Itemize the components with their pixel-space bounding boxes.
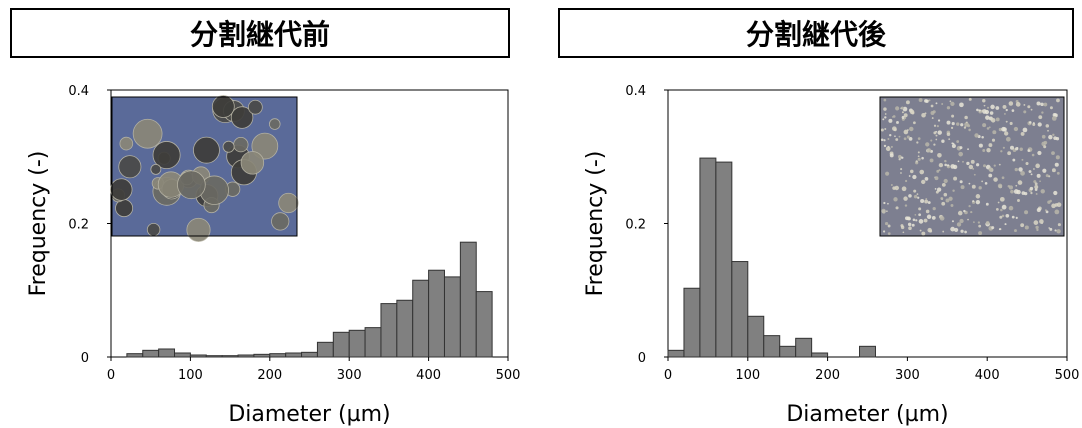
histogram-bar: [443, 276, 461, 358]
panel-after: 分割継代後 0 100 200 300 400 500 0 0.2 0.4 Diameter (µ…: [558, 0, 1080, 428]
histogram-bar: [221, 355, 239, 358]
histogram-bar: [301, 351, 318, 358]
histogram-bar: [396, 299, 414, 358]
histogram-before: 0 100 200 300 400 500 0 0.2 0.4 Diameter (µm) Freq…: [26, 84, 521, 427]
histogram-bar: [859, 345, 876, 358]
histogram-bar: [348, 329, 366, 358]
x-axis-label: Diameter (µm): [786, 402, 948, 427]
histogram-bar: [205, 355, 223, 358]
histogram-bar: [412, 279, 430, 358]
histogram-bar: [158, 348, 176, 358]
histogram-bar: [731, 261, 749, 358]
inset-micrograph: [110, 95, 299, 242]
panel-before: 分割継代前 0 100 200 300 400 500 0 0.2 0.4 Diameter (µ…: [0, 0, 520, 428]
x-tick-label: 500: [496, 368, 521, 383]
histogram-bar: [332, 331, 350, 358]
histogram-bar: [811, 352, 829, 358]
histogram-bar: [364, 327, 382, 358]
x-tick-label: 200: [257, 368, 282, 383]
x-tick-label: 0: [664, 368, 672, 383]
panel-title-after: 分割継代後: [558, 8, 1074, 58]
x-tick-label: 500: [1055, 368, 1080, 383]
histogram-bar: [253, 353, 271, 358]
panel-title-before: 分割継代前: [10, 8, 510, 58]
x-axis-label: Diameter (µm): [228, 402, 390, 427]
histogram-bar: [763, 335, 781, 358]
histogram-bar: [475, 291, 493, 358]
y-tick-label: 0.4: [68, 84, 89, 99]
histogram-bar: [237, 354, 255, 358]
y-tick-label: 0: [638, 351, 646, 366]
y-axis-label: Frequency (-): [26, 151, 51, 297]
x-tick-label: 100: [735, 368, 760, 383]
histogram-bar: [747, 315, 765, 358]
x-tick-label: 100: [178, 368, 203, 383]
histogram-bar: [126, 353, 144, 358]
x-tick-label: 300: [337, 368, 362, 383]
y-axis-label: Frequency (-): [583, 151, 608, 297]
x-tick-label: 0: [107, 368, 115, 383]
histogram-bar: [459, 241, 477, 358]
histogram-bar: [428, 269, 445, 358]
histogram-bar: [316, 341, 334, 358]
histogram-bar: [189, 354, 207, 358]
x-tick-label: 400: [416, 368, 441, 383]
histogram-bar: [285, 352, 303, 358]
histogram-bar: [795, 337, 813, 358]
histogram-bar: [667, 349, 685, 358]
x-tick-label: 400: [975, 368, 1000, 383]
inset-micrograph: [879, 96, 1065, 237]
histogram-bar: [380, 303, 398, 358]
x-tick-label: 200: [815, 368, 840, 383]
histogram-bar: [715, 161, 733, 358]
histogram-bar: [269, 353, 287, 358]
x-tick-label: 300: [895, 368, 920, 383]
histogram-after: 0 100 200 300 400 500 0 0.2 0.4 Diameter (µm) Freq…: [583, 84, 1080, 427]
y-tick-label: 0.4: [625, 84, 646, 99]
histogram-bar: [142, 349, 160, 358]
y-tick-label: 0.2: [68, 218, 89, 233]
y-tick-label: 0.2: [625, 218, 646, 233]
histogram-bar: [683, 287, 701, 358]
y-tick-label: 0: [81, 351, 89, 366]
histogram-bar: [699, 157, 717, 358]
histogram-bar: [779, 345, 797, 358]
histogram-bar: [174, 352, 191, 358]
